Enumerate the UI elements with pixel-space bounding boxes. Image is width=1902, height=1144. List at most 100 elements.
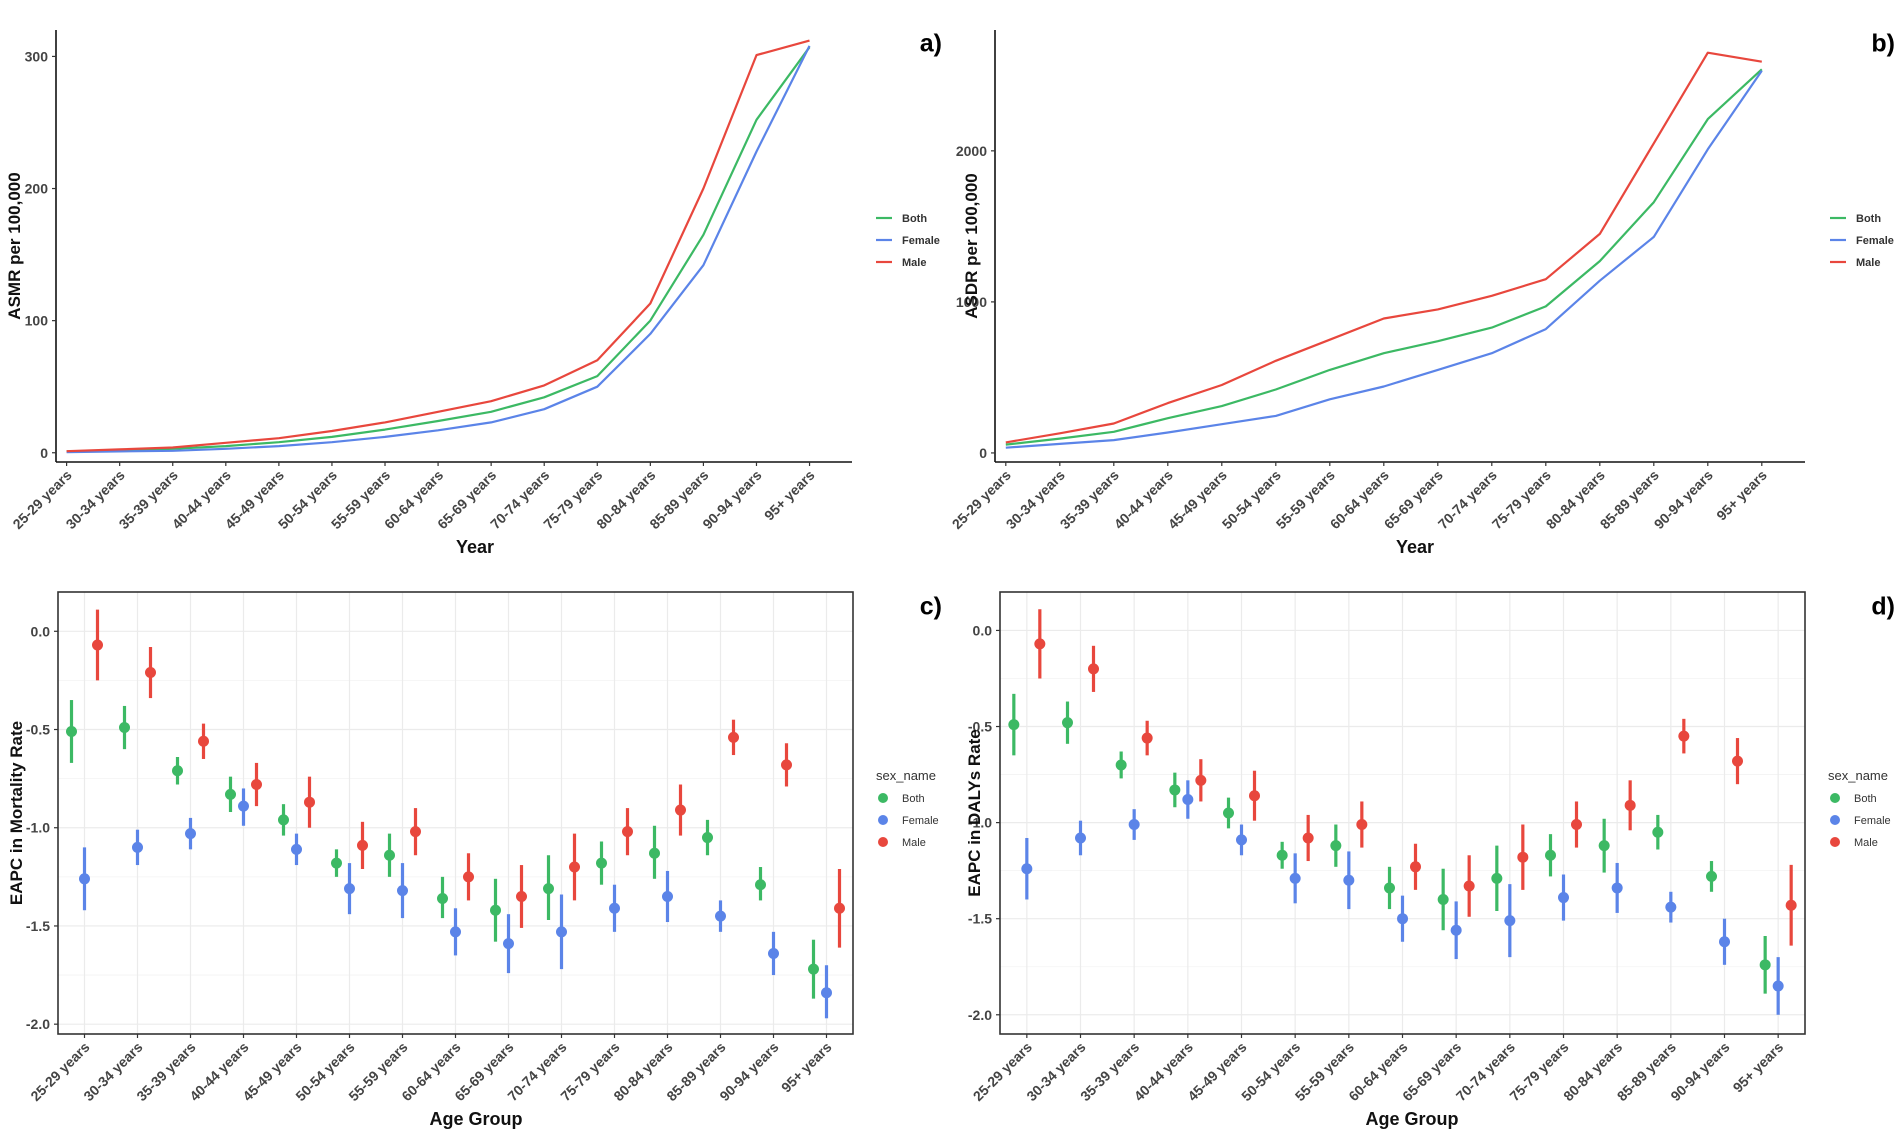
legend-label: Male [902, 837, 926, 849]
data-point [1759, 959, 1771, 971]
data-point [1169, 784, 1181, 796]
data-point [675, 804, 686, 816]
legend-key [1830, 793, 1840, 803]
data-point [331, 857, 342, 869]
series-both [66, 700, 819, 999]
data-point [1571, 819, 1582, 831]
grid-lines [1000, 592, 1805, 1034]
x-tick-label: 95+ years [1713, 467, 1770, 524]
data-point [834, 902, 845, 914]
data-point [1356, 819, 1368, 831]
data-point [410, 826, 421, 838]
y-tick-label: 300 [25, 48, 49, 64]
data-point [1410, 861, 1421, 873]
data-point [278, 814, 289, 826]
legend-label: Both [1854, 793, 1877, 805]
data-point [1611, 882, 1623, 894]
series-male [1034, 609, 1797, 946]
data-point [1772, 980, 1784, 992]
data-point [1706, 870, 1717, 882]
data-point [596, 857, 607, 869]
data-point [119, 722, 130, 734]
legend-key [1830, 815, 1840, 825]
legend-label: Both [902, 793, 925, 805]
data-point [1463, 880, 1475, 892]
data-point [1088, 663, 1099, 675]
series-line-female [1005, 70, 1763, 449]
legend-label: Female [902, 815, 939, 827]
data-point [1249, 790, 1260, 802]
data-point [662, 890, 673, 902]
legend-label: Both [1856, 213, 1881, 225]
data-point [172, 765, 183, 777]
data-point [516, 890, 527, 902]
y-tick-label: 0.0 [973, 622, 993, 638]
data-point [1558, 892, 1569, 904]
series-both [1008, 693, 1771, 994]
grid-lines [58, 592, 853, 1034]
series-line-male [1005, 51, 1762, 444]
data-point [463, 871, 474, 883]
series-male [92, 609, 845, 948]
data-point [198, 735, 209, 747]
data-point [755, 879, 766, 891]
legend-label: Male [902, 257, 926, 269]
legend-key [878, 815, 888, 825]
y-tick-label: -1.5 [26, 918, 50, 934]
data-point [490, 904, 501, 916]
panel-label: c) [920, 593, 942, 621]
y-tick-label: 1000 [956, 294, 987, 310]
y-axis-title: EAPC in DALYs Rate [965, 729, 984, 897]
data-point [715, 910, 726, 922]
data-point [649, 847, 660, 859]
data-point [702, 832, 713, 844]
y-tick-label: -1.0 [968, 815, 992, 831]
data-point [1128, 819, 1140, 831]
data-point [821, 987, 832, 999]
data-point [1223, 807, 1234, 819]
series-line-male [66, 39, 810, 453]
panel-label: a) [920, 30, 942, 58]
legend-key [878, 837, 888, 847]
data-point [1008, 719, 1020, 731]
data-point [622, 826, 633, 838]
legend: Both Female Male [876, 213, 940, 269]
data-point [251, 779, 262, 791]
x-axis-title: Age Group [430, 1109, 523, 1129]
legend-label: Female [1854, 815, 1891, 827]
x-tick-label: 95+ years [761, 467, 818, 524]
y-tick-label: -1.0 [26, 820, 50, 836]
data-point [291, 843, 302, 855]
y-tick-label: -2.0 [26, 1016, 50, 1032]
series-line-both [1005, 68, 1763, 446]
y-tick-label: 0 [979, 445, 987, 461]
series-female [1021, 780, 1784, 1015]
data-point [1397, 913, 1408, 925]
y-tick-label: 0.0 [31, 623, 51, 639]
y-tick-label: 0 [40, 445, 48, 461]
data-point [1437, 893, 1449, 905]
y-tick-label: 2000 [956, 143, 987, 159]
legend-label: Both [902, 213, 927, 225]
y-tick-label: 200 [25, 181, 49, 197]
data-point [132, 841, 143, 853]
x-tick-label: 95+ years [1730, 1039, 1787, 1096]
data-point [450, 926, 461, 938]
data-point [1504, 915, 1516, 927]
y-tick-label: 100 [25, 313, 49, 329]
data-point [1384, 882, 1395, 894]
x-tick-label: 95+ years [778, 1039, 835, 1096]
data-point [1785, 899, 1797, 911]
series-line-female [66, 45, 811, 454]
y-axis-title: EAPC in Mortality Rate [7, 721, 26, 905]
legend-label: Male [1856, 257, 1880, 269]
data-point [1141, 732, 1153, 744]
data-point [1545, 849, 1556, 861]
data-point [1330, 840, 1342, 852]
panel-label: b) [1871, 30, 1895, 58]
y-tick-label: -1.5 [968, 911, 992, 927]
legend-key [878, 793, 888, 803]
